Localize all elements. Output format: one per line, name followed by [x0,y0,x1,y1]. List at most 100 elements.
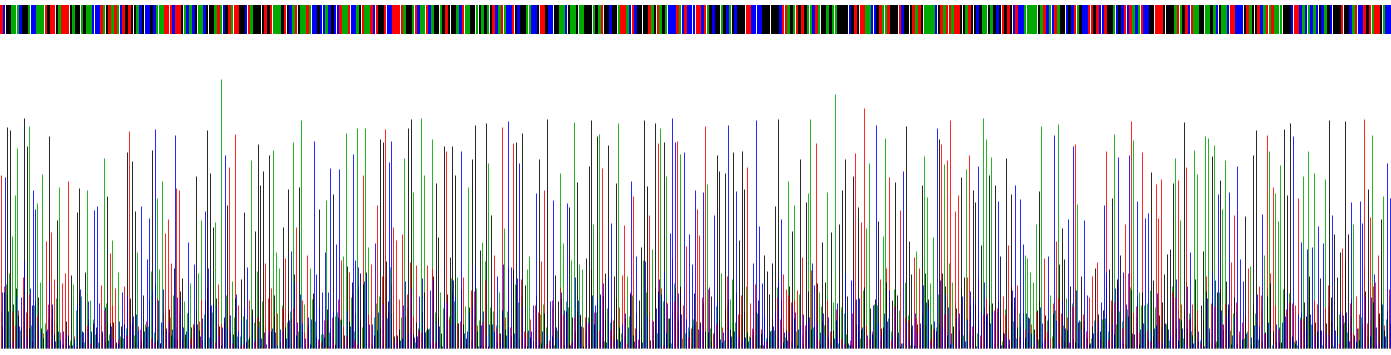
Bar [445,5,448,20]
Bar [654,5,657,20]
Bar [11,5,14,20]
Bar [456,20,459,34]
Bar [364,5,367,20]
Bar [1168,20,1171,34]
Bar [726,5,729,20]
Bar [1163,5,1166,20]
Bar [1043,20,1046,34]
Bar [1174,5,1177,20]
Bar [759,20,762,34]
Bar [737,5,740,20]
Bar [576,20,579,34]
Bar [1277,20,1280,34]
Bar [1294,5,1296,20]
Bar [181,5,184,20]
Bar [759,5,762,20]
Bar [1093,5,1096,20]
Bar [935,20,938,34]
Bar [103,5,106,20]
Bar [1269,5,1271,20]
Bar [139,5,142,20]
Bar [387,5,389,20]
Bar [548,5,551,20]
Bar [1146,20,1149,34]
Bar [256,20,259,34]
Bar [1082,20,1085,34]
Bar [951,20,954,34]
Bar [1160,20,1163,34]
Bar [490,20,492,34]
Bar [765,5,768,20]
Bar [1313,20,1316,34]
Bar [999,5,1002,20]
Bar [250,20,253,34]
Bar [1380,20,1383,34]
Bar [170,20,172,34]
Bar [3,5,6,20]
Bar [47,20,50,34]
Bar [225,20,228,34]
Bar [988,20,990,34]
Bar [206,5,209,20]
Bar [1193,20,1196,34]
Bar [209,20,211,34]
Bar [890,20,893,34]
Bar [250,5,253,20]
Bar [976,5,979,20]
Bar [300,5,303,20]
Bar [993,20,996,34]
Bar [899,20,901,34]
Bar [801,20,804,34]
Bar [815,20,818,34]
Bar [42,20,45,34]
Bar [1241,5,1244,20]
Bar [81,20,83,34]
Bar [1246,20,1249,34]
Bar [1366,5,1369,20]
Bar [679,5,682,20]
Bar [540,5,542,20]
Bar [309,5,312,20]
Bar [545,5,548,20]
Bar [1341,20,1344,34]
Bar [907,20,910,34]
Bar [398,20,401,34]
Bar [172,20,175,34]
Bar [531,5,534,20]
Bar [1238,20,1241,34]
Bar [704,20,707,34]
Bar [665,5,668,20]
Bar [1024,5,1027,20]
Bar [392,5,395,20]
Bar [214,5,217,20]
Bar [1383,5,1385,20]
Bar [295,20,298,34]
Bar [328,5,331,20]
Bar [1330,20,1333,34]
Bar [479,5,481,20]
Bar [1079,5,1082,20]
Bar [857,5,860,20]
Bar [259,5,262,20]
Bar [523,5,526,20]
Bar [1230,20,1232,34]
Bar [45,20,47,34]
Bar [1121,20,1124,34]
Bar [331,5,334,20]
Bar [771,5,773,20]
Bar [223,5,225,20]
Bar [89,5,92,20]
Bar [1129,20,1132,34]
Bar [851,20,854,34]
Bar [492,5,495,20]
Bar [1046,5,1049,20]
Bar [696,5,698,20]
Bar [1091,5,1093,20]
Bar [551,20,554,34]
Bar [1066,5,1068,20]
Bar [673,20,676,34]
Bar [935,5,938,20]
Bar [598,5,601,20]
Bar [1049,20,1052,34]
Bar [1174,20,1177,34]
